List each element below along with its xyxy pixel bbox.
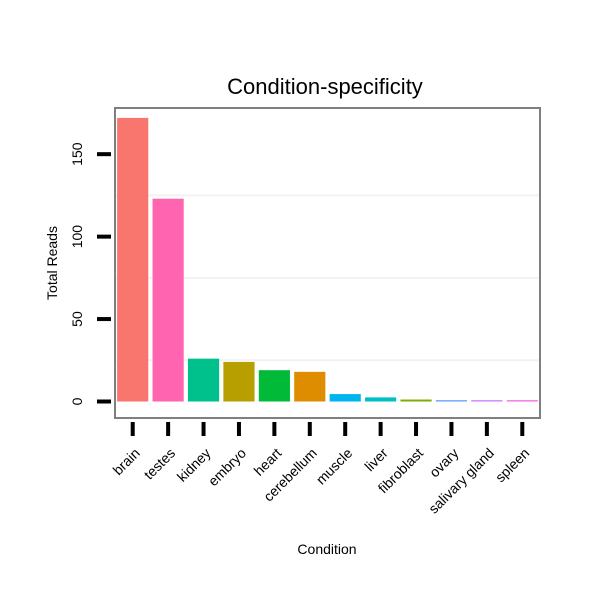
x-tick-label: embryo [205,445,249,489]
y-tick-label: 50 [69,311,85,327]
chart-title: Condition-specificity [227,74,423,99]
grid-lines [115,194,540,362]
bar-kidney [187,358,220,402]
x-axis-label: Condition [297,541,356,557]
y-tick-label: 100 [69,225,85,249]
y-tick-label: 0 [69,397,85,405]
bar-ovary [435,400,468,402]
x-tick-label: salivary gland [425,445,497,517]
x-tick-label: brain [109,445,142,478]
y-axis-label: Total Reads [44,226,60,300]
y-tick-label: 150 [69,142,85,166]
bar-embryo [223,361,255,402]
x-tick-label: testes [141,445,179,483]
bar-testes [152,198,184,402]
bar-spleen [506,400,538,402]
bar-salivary-gland [471,400,503,402]
x-tick-label: spleen [492,445,532,485]
plot-border [114,107,541,419]
bar-cerebellum [294,371,326,402]
bar-heart [258,370,290,402]
bar-fibroblast [400,399,432,402]
bar-liver [365,397,397,402]
bar-muscle [329,394,361,402]
plot-background [115,108,540,418]
x-tick-label: muscle [313,445,356,488]
y-axis: 0 50 100 150 [69,142,111,405]
bars [117,117,538,402]
x-tick-label: liver [361,445,391,475]
bar-brain [117,117,149,402]
